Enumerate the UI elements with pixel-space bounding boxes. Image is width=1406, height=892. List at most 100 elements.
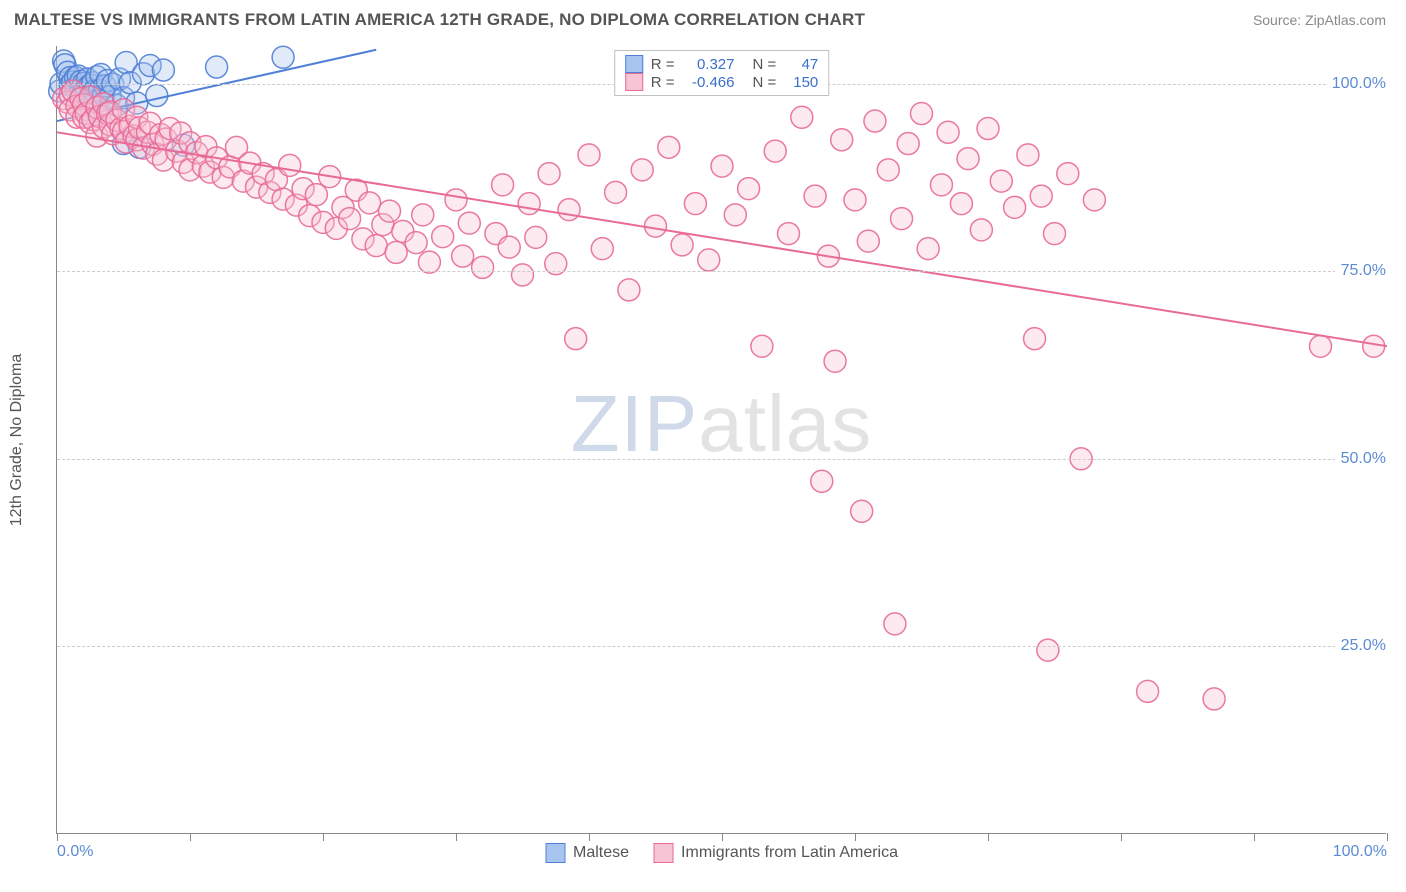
data-point xyxy=(1203,688,1225,710)
data-point xyxy=(684,193,706,215)
data-point xyxy=(1083,189,1105,211)
n-value: 150 xyxy=(784,74,818,91)
data-point xyxy=(525,226,547,248)
correlation-legend: R =0.327N =47R =-0.466N =150 xyxy=(614,50,830,96)
data-point xyxy=(917,238,939,260)
x-tick-label: 100.0% xyxy=(1333,843,1387,861)
data-point xyxy=(631,159,653,181)
data-point xyxy=(844,189,866,211)
gridline xyxy=(57,459,1386,460)
x-tick-mark xyxy=(57,833,58,841)
data-point xyxy=(279,154,301,176)
legend-label: Maltese xyxy=(573,844,629,862)
data-point xyxy=(1030,185,1052,207)
x-tick-mark xyxy=(190,833,191,841)
data-point xyxy=(937,121,959,143)
data-point xyxy=(897,133,919,155)
data-point xyxy=(698,249,720,271)
data-point xyxy=(432,226,454,248)
r-label: R = xyxy=(651,56,675,73)
data-point xyxy=(851,500,873,522)
data-point xyxy=(864,110,886,132)
data-point xyxy=(558,199,580,221)
data-point xyxy=(891,208,913,230)
y-tick-label: 75.0% xyxy=(1335,262,1392,280)
r-label: R = xyxy=(651,74,675,91)
data-point xyxy=(911,103,933,125)
legend-stat-row: R = -0.466 N = 150 xyxy=(625,73,819,91)
series-legend: Maltese Immigrants from Latin America xyxy=(545,843,898,863)
data-point xyxy=(930,174,952,196)
scatter-svg xyxy=(57,46,1386,833)
data-point xyxy=(605,181,627,203)
n-value: 47 xyxy=(784,56,818,73)
data-point xyxy=(831,129,853,151)
data-point xyxy=(405,232,427,254)
data-point xyxy=(970,219,992,241)
data-point xyxy=(764,140,786,162)
data-point xyxy=(445,189,467,211)
legend-swatch xyxy=(545,843,565,863)
legend-label: Immigrants from Latin America xyxy=(681,844,898,862)
data-point xyxy=(452,245,474,267)
data-point xyxy=(458,212,480,234)
data-point xyxy=(1044,223,1066,245)
data-point xyxy=(578,144,600,166)
data-point xyxy=(492,174,514,196)
legend-swatch xyxy=(653,843,673,863)
data-point xyxy=(512,264,534,286)
y-tick-label: 25.0% xyxy=(1335,637,1392,655)
data-point xyxy=(884,613,906,635)
data-point xyxy=(272,46,294,68)
y-tick-label: 100.0% xyxy=(1326,75,1392,93)
chart-title: MALTESE VS IMMIGRANTS FROM LATIN AMERICA… xyxy=(14,10,865,30)
data-point xyxy=(1137,680,1159,702)
data-point xyxy=(518,193,540,215)
data-point xyxy=(538,163,560,185)
x-tick-mark xyxy=(722,833,723,841)
gridline xyxy=(57,646,1386,647)
data-point xyxy=(365,235,387,257)
data-point xyxy=(206,56,228,78)
data-point xyxy=(711,155,733,177)
data-point xyxy=(724,204,746,226)
y-tick-label: 50.0% xyxy=(1335,450,1392,468)
gridline xyxy=(57,271,1386,272)
n-label: N = xyxy=(753,74,777,91)
data-point xyxy=(418,251,440,273)
x-tick-mark xyxy=(456,833,457,841)
data-point xyxy=(957,148,979,170)
data-point xyxy=(359,192,381,214)
data-point xyxy=(591,238,613,260)
data-point xyxy=(778,223,800,245)
data-point xyxy=(472,256,494,278)
data-point xyxy=(658,136,680,158)
y-axis-label: 12th Grade, No Diploma xyxy=(8,353,26,526)
x-tick-mark xyxy=(323,833,324,841)
data-point xyxy=(811,470,833,492)
data-point xyxy=(1037,639,1059,661)
data-point xyxy=(738,178,760,200)
x-tick-mark xyxy=(1387,833,1388,841)
r-value: -0.466 xyxy=(683,74,735,91)
data-point xyxy=(877,159,899,181)
legend-item: Immigrants from Latin America xyxy=(653,843,898,863)
legend-item: Maltese xyxy=(545,843,629,863)
data-point xyxy=(1017,144,1039,166)
data-point xyxy=(1004,196,1026,218)
data-point xyxy=(565,328,587,350)
data-point xyxy=(751,335,773,357)
x-tick-mark xyxy=(988,833,989,841)
data-point xyxy=(146,85,168,107)
data-point xyxy=(645,215,667,237)
data-point xyxy=(1310,335,1332,357)
data-point xyxy=(152,59,174,81)
legend-swatch xyxy=(625,73,643,91)
x-tick-mark xyxy=(1254,833,1255,841)
data-point xyxy=(412,204,434,226)
data-point xyxy=(804,185,826,207)
data-point xyxy=(950,193,972,215)
n-label: N = xyxy=(753,56,777,73)
x-tick-label: 0.0% xyxy=(57,843,93,861)
legend-swatch xyxy=(625,55,643,73)
